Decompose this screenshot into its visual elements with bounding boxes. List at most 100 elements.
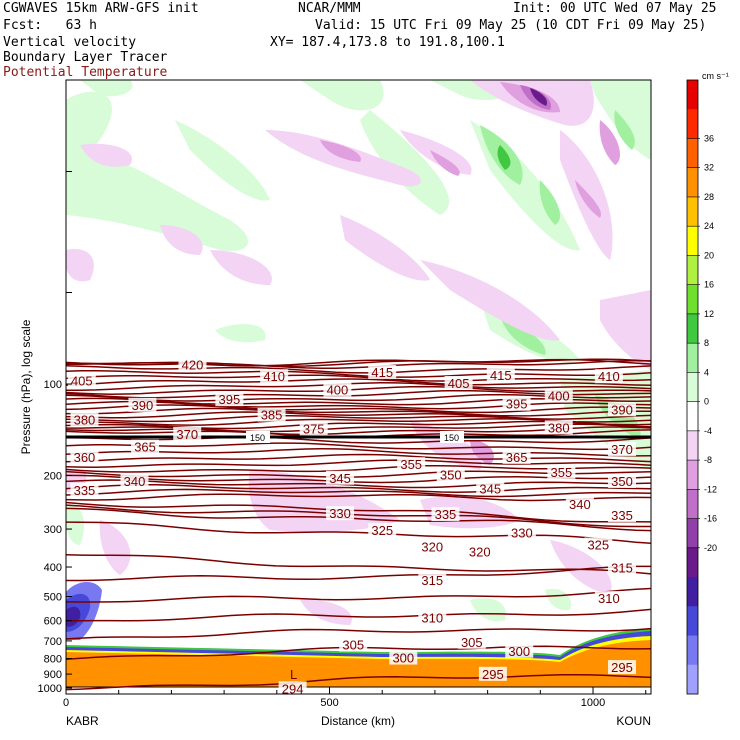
vv-blob: [66, 249, 94, 282]
valid-time: Valid: 15 UTC Fri 09 May 25 (10 CDT Fri …: [315, 18, 707, 33]
vv-blob: [66, 149, 249, 251]
colorbar: 36 32 28 24 20 16 12 8 4 0 -4 -8 -12 -16 -20: [686, 79, 717, 695]
theta-label: 335: [611, 508, 633, 523]
theta-label-bg: [418, 539, 447, 554]
theta-contour-line: [66, 608, 651, 622]
colorbar-swatch: [687, 80, 698, 110]
theta-label-bg: [418, 573, 447, 588]
theta-label-bg: [278, 681, 307, 696]
x-tick-label: 0: [63, 697, 69, 709]
colorbar-label: 8: [704, 338, 709, 348]
theta-label: 335: [74, 483, 96, 498]
y-tick-label: 900: [44, 669, 62, 681]
theta-label: 330: [511, 525, 533, 540]
theta-label-bg: [431, 507, 460, 522]
theta-contour-line: [66, 369, 651, 378]
colorbar-label: -20: [704, 543, 717, 553]
vv-blob: [66, 606, 81, 627]
theta-label: 325: [371, 523, 393, 538]
theta-label-bg: [67, 373, 96, 388]
theta-contour-line: [66, 378, 651, 387]
y-tick-label: 400: [44, 562, 62, 574]
y-tick-label: 300: [44, 524, 62, 536]
theta-label: 315: [421, 573, 443, 588]
colorbar-swatch: [687, 547, 698, 578]
theta-label: 325: [587, 538, 609, 553]
theta-label-bg: [128, 397, 157, 412]
colorbar-label: 4: [704, 367, 709, 377]
vv-blob: [360, 110, 450, 215]
theta-label-bg: [326, 506, 355, 521]
theta-label: 380: [74, 413, 96, 428]
vv-blob: [300, 80, 384, 111]
theta-label: 350: [611, 474, 633, 489]
theta-label: 305: [461, 635, 483, 650]
theta-label-bg: [368, 523, 397, 538]
theta-contour-line: [66, 436, 651, 444]
y-tick-label: 500: [44, 591, 62, 603]
theta-contour-line: [66, 493, 651, 502]
vv-blob: [80, 143, 132, 167]
theta-label: 375: [303, 421, 325, 436]
vv-blob: [66, 504, 85, 545]
theta-label: 370: [611, 442, 633, 457]
theta-label-bg: [608, 402, 637, 417]
vv-blob: [539, 180, 560, 225]
theta-label-bg: [476, 481, 505, 496]
colorbar-label: 32: [704, 163, 714, 173]
colorbar-swatch: [687, 430, 698, 461]
theta-label-bg: [178, 357, 207, 372]
theta-label: 370: [176, 427, 198, 442]
theta-contour-line: [66, 587, 651, 603]
organization-label: NCAR/MMM: [298, 1, 361, 16]
theta-label: 320: [469, 544, 491, 559]
colorbar-label: 24: [704, 221, 714, 231]
theta-label-bg: [544, 388, 573, 403]
x-axis: 0 500 1000: [63, 687, 647, 709]
theta-label-bg: [70, 412, 99, 427]
theta-contour-line: [66, 411, 651, 420]
theta-label-bg: [389, 650, 418, 665]
plot-frame: [65, 79, 652, 695]
theta-label-bg: [608, 560, 637, 575]
vv-blob: [575, 180, 601, 218]
theta-label: 300: [392, 651, 414, 666]
theta-label-bg: [260, 369, 289, 384]
theta-label-bg: [465, 544, 494, 559]
y-axis-title: Pressure (hPa), log scale: [19, 319, 33, 454]
y-tick-label: 200: [44, 471, 62, 483]
field-label-vertical-velocity: Vertical velocity: [3, 35, 137, 50]
theta-contour-line: [66, 374, 651, 382]
colorbar-label: -4: [704, 426, 712, 436]
theta-label-bg: [547, 464, 576, 479]
vv-blob: [420, 260, 560, 341]
y-tick-label: 600: [44, 616, 62, 628]
theta-label-bg: [339, 637, 368, 652]
colorbar-swatch: [687, 401, 698, 432]
theta-label-bg: [502, 449, 531, 464]
vv-blob: [400, 130, 472, 175]
theta-label: 410: [263, 369, 285, 384]
theta-label-bg: [505, 643, 534, 658]
theta-label: 330: [329, 506, 351, 521]
theta-label-bg: [397, 457, 426, 472]
theta-label: 305: [342, 638, 364, 653]
theta-contour-line: [66, 400, 651, 410]
forecast-hour: Fcst: 63 h: [3, 18, 97, 33]
theta-contour-line: [66, 488, 651, 498]
low-pressure-marker: L: [290, 667, 297, 682]
y-tick-label: 100: [44, 379, 62, 391]
theta-contour-line: [66, 404, 651, 414]
theta-label: 335: [435, 507, 457, 522]
theta-label: 310: [598, 591, 620, 606]
vv-blob: [160, 225, 203, 255]
colorbar-label: -12: [704, 484, 717, 494]
colorbar-label: 28: [704, 192, 714, 202]
theta-label-bg: [608, 660, 637, 675]
theta-label-bg: [368, 364, 397, 379]
theta-label: 350: [440, 468, 462, 483]
colorbar-swatch: [687, 489, 698, 520]
theta-label-bg: [544, 420, 573, 435]
theta-label: 390: [611, 402, 633, 417]
theta-label-bg: [507, 525, 536, 540]
